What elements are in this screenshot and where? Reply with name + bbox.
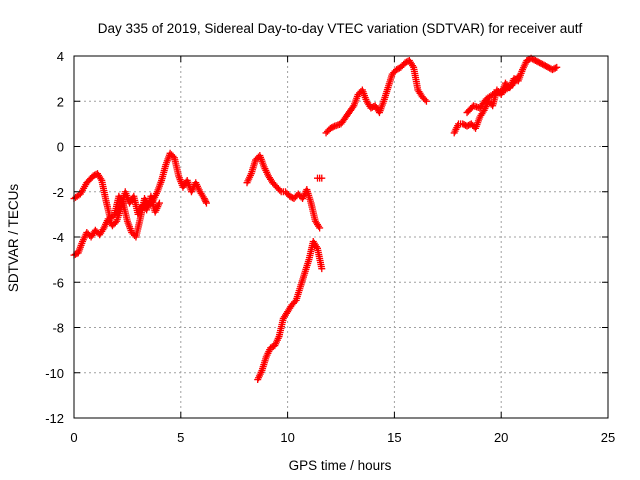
x-tick-label: 15 — [387, 430, 401, 445]
data-point — [316, 224, 324, 232]
axis-ticks — [73, 55, 609, 419]
y-tick-label: 0 — [57, 140, 64, 155]
x-tick-label: 0 — [70, 430, 77, 445]
x-tick-label: 25 — [601, 430, 615, 445]
data-points — [70, 54, 561, 384]
data-point-interp — [551, 64, 559, 72]
y-tick-label: 2 — [57, 94, 64, 109]
y-tick-label: -12 — [45, 411, 64, 426]
data-point-interp — [513, 74, 521, 82]
y-tick-label: 4 — [57, 49, 64, 64]
data-point — [200, 195, 208, 203]
y-tick-label: -8 — [52, 321, 64, 336]
data-point-interp — [201, 196, 209, 204]
x-axis-title: GPS time / hours — [289, 458, 392, 473]
y-tick-label: -6 — [52, 275, 64, 290]
data-point-interp — [169, 152, 177, 160]
data-point-interp — [276, 186, 284, 194]
tick-labels: 0 5 10 15 20 25 -12 -10 -8 -6 -4 -2 0 2 4 — [45, 49, 615, 445]
data-point — [318, 174, 326, 182]
y-tick-label: -2 — [52, 185, 64, 200]
data-point-interp — [421, 96, 429, 104]
data-point — [514, 72, 522, 80]
y-tick-label: -4 — [52, 230, 64, 245]
data-point-interp — [329, 123, 337, 131]
y-axis-title: SDTVAR / TECUs — [6, 184, 21, 293]
chart-title: Day 335 of 2019, Sidereal Day-to-day VTE… — [98, 21, 583, 36]
data-point — [422, 97, 430, 105]
grid-lines — [74, 56, 608, 418]
data-point-interp — [202, 198, 210, 206]
data-point — [202, 199, 210, 207]
y-tick-label: -10 — [45, 366, 64, 381]
x-tick-label: 20 — [494, 430, 508, 445]
data-point — [553, 63, 561, 71]
data-point — [318, 265, 326, 273]
x-tick-label: 5 — [177, 430, 184, 445]
x-tick-label: 10 — [280, 430, 294, 445]
data-point — [155, 199, 163, 207]
